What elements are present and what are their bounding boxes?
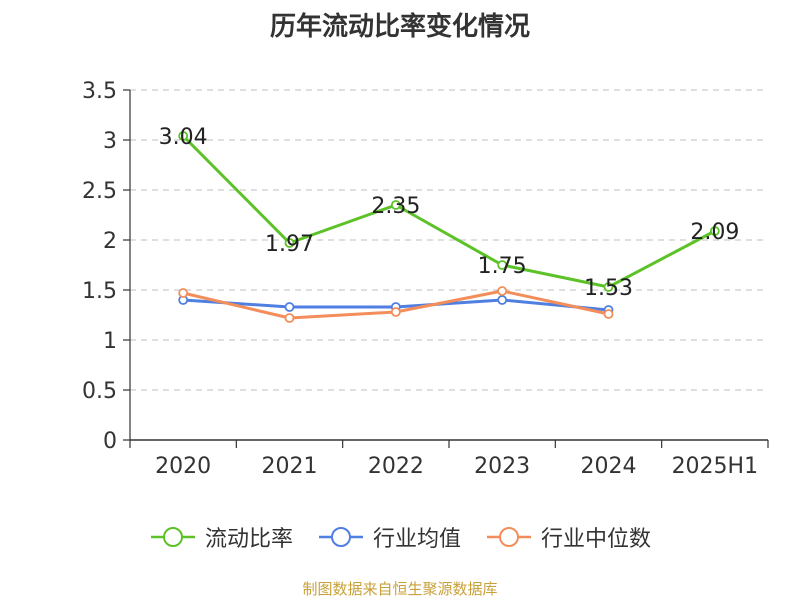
legend: 流动比率 行业均值 行业中位数 xyxy=(0,520,800,554)
y-tick-label: 2.5 xyxy=(82,179,117,204)
data-point xyxy=(284,302,295,312)
x-tick-label: 2021 xyxy=(262,454,318,479)
data-point xyxy=(178,288,189,298)
data-label: 3.04 xyxy=(159,125,208,150)
legend-label: 行业中位数 xyxy=(541,527,652,552)
data-point xyxy=(603,309,614,319)
series-line-0 xyxy=(182,134,716,289)
legend-marker-circle xyxy=(330,527,351,547)
legend-item[interactable]: 流动比率 xyxy=(149,521,293,553)
x-tick-label: 2025H1 xyxy=(672,454,759,479)
x-tick-label: 2024 xyxy=(581,454,637,479)
data-point xyxy=(709,226,720,236)
data-label: 2.35 xyxy=(371,194,420,219)
legend-marker-icon xyxy=(318,527,363,547)
y-tick-label: 2 xyxy=(103,229,117,254)
data-label: 2.09 xyxy=(690,220,739,245)
x-tick-label: 2022 xyxy=(368,454,424,479)
source-footer: 制图数据来自恒生聚源数据库 xyxy=(302,580,498,598)
data-point xyxy=(497,295,508,305)
legend-marker-icon xyxy=(487,527,531,547)
chart-title: 历年流动比率变化情况 xyxy=(269,12,530,42)
data-point xyxy=(178,131,189,141)
data-point xyxy=(390,200,401,210)
data-point xyxy=(497,260,508,270)
legend-marker-circle xyxy=(499,527,519,547)
y-tick-label: 1 xyxy=(103,329,117,354)
gridlines xyxy=(130,89,768,391)
legend-item[interactable]: 行业均值 xyxy=(317,521,461,553)
data-label: 1.97 xyxy=(265,232,314,257)
legend-item[interactable]: 行业中位数 xyxy=(485,521,651,553)
legend-marker-icon xyxy=(150,527,195,547)
data-point xyxy=(497,286,508,296)
data-point xyxy=(284,313,295,323)
axes: 0 0.5 1 1.5 2 2.5 3 3.5 2020 2021 2022 2023 2024 2025… xyxy=(82,79,769,479)
y-tick-label: 3.5 xyxy=(82,79,117,104)
series-lines xyxy=(178,131,720,323)
data-point xyxy=(390,307,401,317)
y-tick-label: 1.5 xyxy=(82,279,117,304)
legend-label: 行业均值 xyxy=(372,527,461,552)
y-tick-label: 0 xyxy=(103,429,117,454)
data-point xyxy=(603,282,614,292)
y-tick-label: 3 xyxy=(103,129,117,154)
x-tick-label: 2020 xyxy=(155,454,211,479)
data-labels: 3.04 1.97 2.35 1.75 1.53 2.09 xyxy=(159,125,740,301)
legend-marker-circle xyxy=(162,527,183,547)
x-tick-label: 2023 xyxy=(474,454,530,479)
data-label: 1.75 xyxy=(478,254,527,279)
data-point xyxy=(284,238,295,248)
data-label: 1.53 xyxy=(584,276,633,301)
legend-label: 流动比率 xyxy=(204,527,293,552)
y-tick-label: 0.5 xyxy=(82,379,117,404)
